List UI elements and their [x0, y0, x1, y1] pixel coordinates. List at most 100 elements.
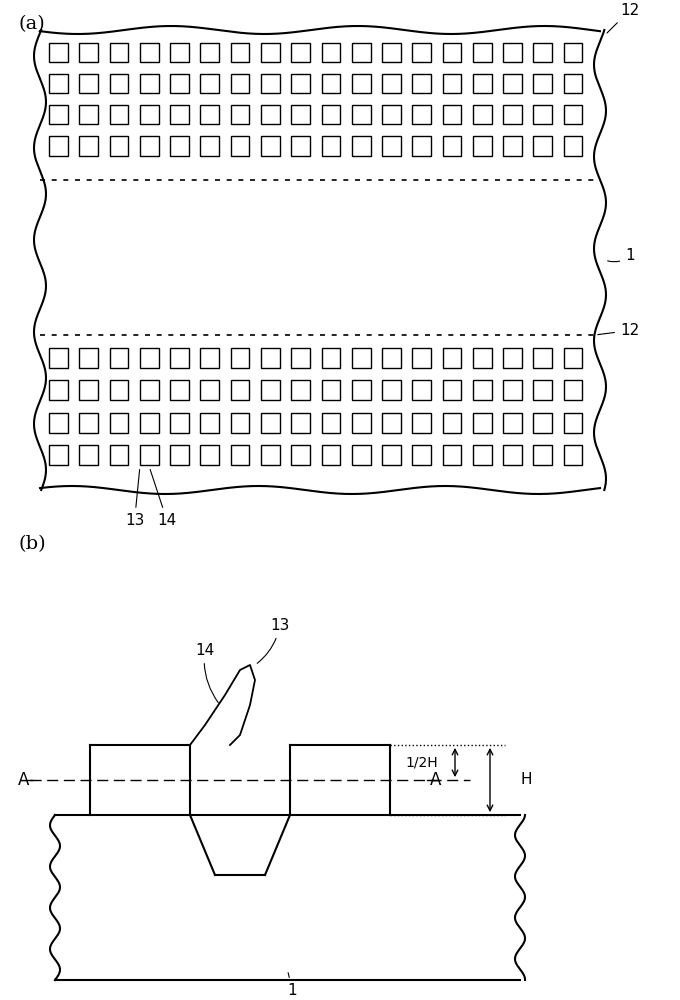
Bar [231, 74, 250, 93]
Bar [564, 74, 583, 93]
Bar [261, 136, 279, 156]
Bar [140, 42, 158, 62]
Bar [140, 105, 158, 124]
Bar [80, 136, 98, 156]
Bar [412, 42, 431, 62]
Bar [231, 136, 250, 156]
Bar [201, 42, 219, 62]
Text: 12: 12 [598, 323, 639, 338]
Bar [352, 74, 371, 93]
Bar [109, 136, 129, 156]
Bar [503, 74, 522, 93]
Bar [564, 42, 583, 62]
Bar [140, 380, 158, 400]
Bar [382, 42, 401, 62]
Bar [322, 445, 340, 465]
Text: A: A [430, 771, 441, 789]
Text: 1: 1 [608, 248, 634, 263]
Bar [443, 74, 461, 93]
Bar [49, 74, 68, 93]
Bar [533, 105, 552, 124]
Bar [201, 380, 219, 400]
Bar [322, 412, 340, 433]
Bar [80, 105, 98, 124]
Bar [322, 74, 340, 93]
Bar [201, 136, 219, 156]
Bar [382, 412, 401, 433]
Text: (a): (a) [18, 15, 45, 33]
Bar [412, 348, 431, 368]
Bar [261, 42, 279, 62]
Bar [533, 445, 552, 465]
Bar [291, 136, 310, 156]
Bar [109, 42, 129, 62]
Bar [49, 348, 68, 368]
Bar [533, 412, 552, 433]
Bar [322, 42, 340, 62]
Bar [291, 105, 310, 124]
Bar [261, 348, 279, 368]
Bar [503, 412, 522, 433]
Bar [533, 74, 552, 93]
Bar [170, 74, 189, 93]
Bar [140, 412, 158, 433]
Bar [564, 380, 583, 400]
Bar [261, 105, 279, 124]
Bar [443, 348, 461, 368]
Bar [109, 348, 129, 368]
Bar [503, 136, 522, 156]
Bar [352, 445, 371, 465]
Bar [261, 380, 279, 400]
Bar [533, 136, 552, 156]
Bar [352, 105, 371, 124]
Bar [140, 348, 158, 368]
Bar [80, 74, 98, 93]
Bar [443, 105, 461, 124]
Bar [382, 136, 401, 156]
Text: 1/2H: 1/2H [405, 756, 438, 770]
Bar [473, 445, 492, 465]
Bar [231, 42, 250, 62]
Bar [443, 136, 461, 156]
Bar [412, 74, 431, 93]
Bar [322, 105, 340, 124]
Bar [80, 445, 98, 465]
Bar [291, 42, 310, 62]
Bar [382, 74, 401, 93]
Bar [231, 348, 250, 368]
Bar [109, 74, 129, 93]
Bar [140, 74, 158, 93]
Bar [352, 348, 371, 368]
Bar [382, 445, 401, 465]
Bar [322, 348, 340, 368]
Bar [231, 412, 250, 433]
Bar [443, 380, 461, 400]
Bar [503, 348, 522, 368]
Bar [170, 380, 189, 400]
Bar [473, 74, 492, 93]
Text: 12: 12 [607, 3, 639, 33]
Bar [201, 348, 219, 368]
Bar [49, 42, 68, 62]
Bar [49, 136, 68, 156]
Bar [231, 380, 250, 400]
Bar [382, 105, 401, 124]
Text: 13: 13 [125, 470, 144, 528]
Bar [49, 380, 68, 400]
Bar [170, 445, 189, 465]
Bar [261, 74, 279, 93]
Bar [564, 445, 583, 465]
Bar [201, 445, 219, 465]
Bar [473, 380, 492, 400]
Bar [473, 42, 492, 62]
Bar [412, 412, 431, 433]
Text: 14: 14 [195, 643, 218, 703]
Bar [412, 105, 431, 124]
Bar [80, 380, 98, 400]
Bar [201, 105, 219, 124]
Bar [49, 105, 68, 124]
Bar [80, 42, 98, 62]
Bar [412, 136, 431, 156]
Text: 14: 14 [150, 469, 177, 528]
Bar [473, 105, 492, 124]
